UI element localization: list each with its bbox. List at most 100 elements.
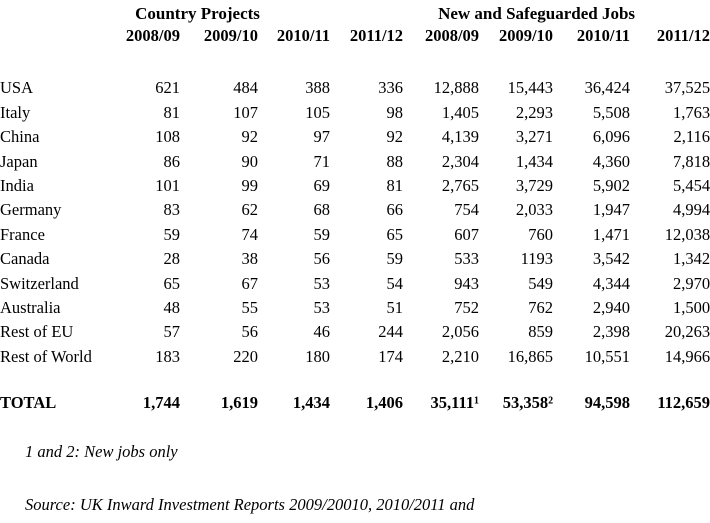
value-cell: 4,994: [672, 200, 710, 220]
value-cell: 2,056: [441, 322, 480, 342]
investment-table: Country Projects New and Safeguarded Job…: [0, 1, 710, 413]
value-cell: 621: [155, 78, 180, 98]
value-cell: 752: [454, 297, 480, 317]
value-cell: 943: [454, 273, 480, 293]
value-cell: 2,293: [515, 102, 554, 122]
country-cell: Rest of EU: [0, 322, 74, 342]
value-cell: 65: [386, 224, 404, 244]
group-header-row: Country Projects New and Safeguarded Job…: [0, 1, 710, 24]
total-cell: 1,434: [292, 392, 330, 412]
value-cell: 56: [241, 322, 259, 342]
value-cell: 4,139: [441, 127, 480, 147]
total-cell: 112,659: [657, 392, 710, 412]
year-header: 2009/10: [498, 26, 554, 45]
table-row: Germany 83 62 68 66 754 2,033 1,947 4,994: [0, 196, 710, 220]
value-cell: 105: [305, 102, 330, 122]
value-cell: 2,398: [592, 322, 631, 342]
year-header: 2011/12: [656, 26, 710, 45]
total-label: TOTAL: [0, 392, 57, 412]
table-row: China 108 92 97 92 4,139 3,271 6,096 2,116: [0, 123, 710, 147]
value-cell: 3,271: [515, 127, 554, 147]
value-cell: 760: [528, 224, 554, 244]
value-cell: 74: [241, 224, 259, 244]
year-header: 2009/10: [203, 26, 258, 45]
value-cell: 57: [163, 322, 181, 342]
value-cell: 4,360: [592, 151, 631, 171]
year-header: 2008/09: [125, 26, 180, 45]
table-row: Canada 28 38 56 59 533 1193 3,542 1,342: [0, 245, 710, 269]
table-body: USA 621 484 388 336 12,888 15,443 36,424 37,525 I…: [0, 74, 710, 367]
total-cell: 1,406: [365, 392, 404, 412]
value-cell: 20,263: [664, 322, 710, 342]
value-cell: 174: [378, 346, 404, 366]
value-cell: 3,729: [515, 175, 554, 195]
value-cell: 388: [305, 78, 330, 98]
value-cell: 107: [233, 102, 258, 122]
value-cell: 86: [163, 151, 181, 171]
table-row: Rest of World 183 220 180 174 2,210 16,865 10,5…: [0, 342, 710, 366]
value-cell: 36,424: [584, 78, 631, 98]
value-cell: 762: [528, 297, 554, 317]
value-cell: 1,471: [592, 224, 631, 244]
value-cell: 6,096: [592, 127, 631, 147]
value-cell: 54: [386, 273, 404, 293]
value-cell: 4,344: [592, 273, 631, 293]
country-cell: China: [0, 127, 40, 147]
value-cell: 51: [386, 297, 404, 317]
table-row: Japan 86 90 71 88 2,304 1,434 4,360 7,818: [0, 147, 710, 171]
spacer-row: [0, 46, 710, 74]
value-cell: 2,116: [673, 127, 710, 147]
table-row: Rest of EU 57 56 46 244 2,056 859 2,398 20,263: [0, 318, 710, 342]
group-header-country-projects: Country Projects: [135, 4, 260, 23]
value-cell: 3,542: [592, 249, 631, 269]
value-cell: 59: [386, 249, 404, 269]
country-cell: France: [0, 224, 45, 244]
value-cell: 1,947: [592, 200, 631, 220]
value-cell: 220: [233, 346, 258, 366]
corner-cell: [0, 1, 102, 24]
year-header: 2010/11: [576, 26, 631, 45]
value-cell: 62: [241, 200, 259, 220]
value-cell: 14,966: [664, 346, 710, 366]
value-cell: 12,038: [664, 224, 710, 244]
value-cell: 108: [155, 127, 180, 147]
value-cell: 484: [233, 78, 258, 98]
value-cell: 28: [163, 249, 181, 269]
value-cell: 48: [163, 297, 181, 317]
country-cell: India: [0, 175, 34, 195]
value-cell: 2,304: [441, 151, 480, 171]
value-cell: 92: [386, 127, 404, 147]
country-cell: Germany: [0, 200, 62, 220]
value-cell: 69: [313, 175, 331, 195]
value-cell: 244: [378, 322, 404, 342]
table-row: France 59 74 59 65 607 760 1,471 12,038: [0, 220, 710, 244]
value-cell: 2,210: [441, 346, 480, 366]
value-cell: 97: [313, 127, 331, 147]
value-cell: 53: [313, 273, 331, 293]
value-cell: 83: [163, 200, 181, 220]
table-row: Australia 48 55 53 51 752 762 2,940 1,500: [0, 294, 710, 318]
spacer-row: [0, 367, 710, 388]
total-cell: 94,598: [584, 392, 631, 412]
value-cell: 10,551: [584, 346, 631, 366]
value-cell: 37,525: [664, 78, 710, 98]
value-cell: 90: [241, 151, 259, 171]
value-cell: 549: [528, 273, 554, 293]
country-cell: Rest of World: [0, 346, 92, 366]
year-header: 2011/12: [349, 26, 404, 45]
value-cell: 12,888: [433, 78, 480, 98]
value-cell: 98: [386, 102, 404, 122]
value-cell: 92: [241, 127, 259, 147]
value-cell: 53: [313, 297, 331, 317]
value-cell: 7,818: [672, 151, 710, 171]
value-cell: 533: [454, 249, 480, 269]
value-cell: 1,763: [672, 102, 710, 122]
value-cell: 2,970: [672, 273, 710, 293]
value-cell: 71: [313, 151, 331, 171]
country-cell: Italy: [0, 102, 31, 122]
value-cell: 16,865: [507, 346, 554, 366]
value-cell: 68: [313, 200, 331, 220]
country-cell: USA: [0, 78, 34, 98]
group-header-jobs: New and Safeguarded Jobs: [438, 4, 636, 23]
